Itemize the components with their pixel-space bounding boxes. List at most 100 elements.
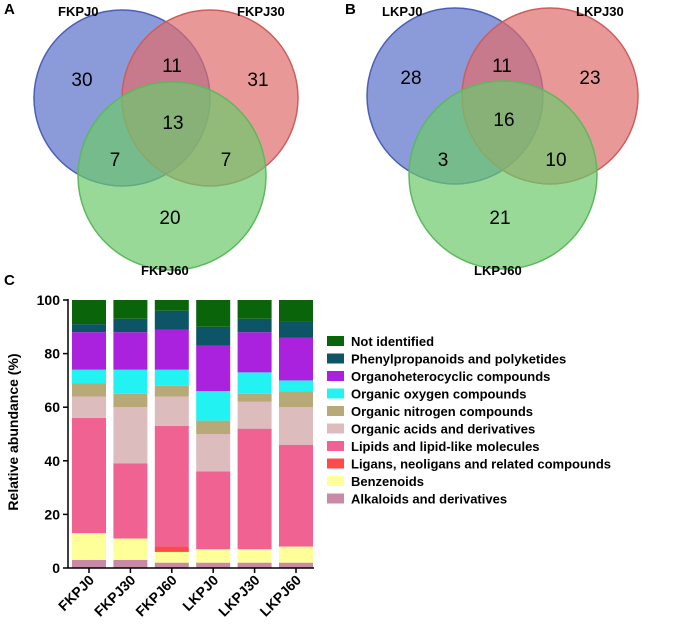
bar-segment-fkpj30-5 <box>113 393 148 408</box>
x-tick-label: LKPJ60 <box>256 572 304 620</box>
legend-swatch <box>327 423 344 434</box>
venn-a-count-1-2: 11 <box>162 56 182 77</box>
panel-c-label: C <box>4 272 15 289</box>
legend-label: Lipids and lipid-like molecules <box>351 439 540 454</box>
bar-segment-lkpj0-1 <box>196 549 231 563</box>
x-tick-label: FKPJ60 <box>132 572 180 620</box>
bar-segment-lkpj0-5 <box>196 420 231 434</box>
stacked-bar-chart: Relative abundance (%) FKPJ0FKPJ30FKPJ60… <box>5 292 611 619</box>
venn-a-set-label-2: FKPJ30 <box>237 4 285 19</box>
bar-segment-fkpj60-3 <box>154 425 189 547</box>
bar-segment-fkpj60-5 <box>154 385 189 397</box>
bar-segment-fkpj60-0 <box>154 562 189 568</box>
legend-swatch <box>327 406 344 416</box>
bar-segment-lkpj30-5 <box>237 393 272 402</box>
bar-segment-lkpj0-8 <box>196 326 231 346</box>
y-tick-label: 20 <box>44 506 60 522</box>
venn-b-count-all: 16 <box>493 110 514 131</box>
bar-segment-lkpj0-0 <box>196 562 231 568</box>
bar-segment-lkpj0-3 <box>196 471 231 550</box>
venn-a-set-label-1: FKPJ0 <box>58 4 98 19</box>
legend-label: Benzenoids <box>351 474 424 489</box>
bar-segment-fkpj30-7 <box>113 332 148 370</box>
bar-segment-lkpj0-6 <box>196 391 231 421</box>
bar-segment-fkpj30-8 <box>113 318 148 333</box>
bar-segment-lkpj30-1 <box>237 549 272 563</box>
bar-segment-fkpj0-1 <box>72 533 106 560</box>
venn-a-count-only-1: 30 <box>71 70 92 91</box>
bar-segment-lkpj60-4 <box>279 407 313 445</box>
bar-segment-fkpj30-1 <box>113 538 148 560</box>
legend-label: Phenylpropanoids and polyketides <box>351 352 566 367</box>
panel-b-label: B <box>345 1 356 18</box>
legend-swatch <box>327 441 344 451</box>
venn-a-count-only-2: 31 <box>247 70 268 91</box>
y-tick-label: 80 <box>44 346 60 362</box>
legend-label: Organic acids and derivatives <box>351 422 535 437</box>
venn-a-count-all: 13 <box>162 113 183 134</box>
bar-segment-fkpj60-8 <box>154 310 189 330</box>
bar-segment-lkpj30-6 <box>237 372 272 394</box>
y-axis-title: Relative abundance (%) <box>5 353 21 510</box>
venn-b-count-only-3: 21 <box>489 208 510 229</box>
bar-segment-lkpj60-8 <box>279 321 313 338</box>
bars-group <box>72 300 313 568</box>
venn-a-set-label-3: FKPJ60 <box>141 263 189 278</box>
bar-segment-lkpj30-4 <box>237 401 272 429</box>
venn-b-set-label-3: LKPJ60 <box>474 263 522 278</box>
bar-segment-fkpj0-0 <box>72 559 106 568</box>
legend-swatch <box>327 493 344 504</box>
legend-label: Alkaloids and derivatives <box>351 492 507 507</box>
bar-segment-fkpj30-3 <box>113 463 148 539</box>
venn-b-count-2-3: 10 <box>545 150 566 171</box>
bar-segment-fkpj0-3 <box>72 417 106 534</box>
bar-segment-fkpj30-4 <box>113 407 148 464</box>
venn-a: FKPJ0 FKPJ30 FKPJ60 30 31 20 11 7 7 13 <box>33 4 299 278</box>
bar-segment-fkpj60-9 <box>154 300 189 311</box>
legend-label: Organic nitrogen compounds <box>351 404 533 419</box>
bar-segment-lkpj30-3 <box>237 428 272 550</box>
venn-a-circle-3 <box>77 81 267 271</box>
venn-b-set-label-1: LKPJ0 <box>382 4 422 19</box>
bar-segment-lkpj60-0 <box>279 562 313 568</box>
venn-a-count-only-3: 20 <box>159 208 180 229</box>
legend-label: Ligans, neoligans and related compounds <box>351 457 611 472</box>
legend-label: Not identified <box>351 334 434 349</box>
bar-segment-lkpj60-3 <box>279 444 313 547</box>
bar-segment-fkpj30-6 <box>113 369 148 394</box>
bar-segment-lkpj60-7 <box>279 337 313 381</box>
venn-b-count-1-3: 3 <box>438 150 449 171</box>
venn-b-count-only-1: 28 <box>400 68 421 89</box>
panel-a-label: A <box>4 1 15 18</box>
venn-a-count-2-3: 7 <box>221 150 232 171</box>
bar-segment-fkpj0-7 <box>72 332 106 370</box>
bar-segment-fkpj60-4 <box>154 396 189 426</box>
bar-segment-lkpj60-1 <box>279 546 313 563</box>
bar-segment-fkpj0-8 <box>72 324 106 333</box>
legend-swatch <box>327 353 344 364</box>
venn-a-count-1-3: 7 <box>110 150 121 171</box>
bar-segment-lkpj0-7 <box>196 345 231 392</box>
bar-segment-fkpj30-0 <box>113 559 148 568</box>
bar-segment-lkpj30-7 <box>237 332 272 373</box>
venn-b-count-only-2: 23 <box>579 68 600 89</box>
venn-b-set-label-2: LKPJ30 <box>576 4 624 19</box>
bar-segment-lkpj0-9 <box>196 300 231 327</box>
bar-segment-lkpj30-8 <box>237 318 272 333</box>
legend-label: Organic oxygen compounds <box>351 387 527 402</box>
legend-swatch <box>327 336 344 346</box>
venn-b-circle-3 <box>408 80 598 270</box>
bar-segment-fkpj30-9 <box>113 300 148 319</box>
bar-segment-fkpj60-6 <box>154 369 189 386</box>
venn-b: LKPJ0 LKPJ30 LKPJ60 28 23 21 11 3 10 16 <box>366 4 639 278</box>
bar-segment-fkpj0-4 <box>72 396 106 418</box>
x-tick-label: FKPJ30 <box>91 572 139 620</box>
bar-segment-fkpj60-2 <box>154 546 189 552</box>
y-tick-label: 40 <box>44 453 60 469</box>
bar-segment-fkpj0-6 <box>72 369 106 384</box>
bar-segment-lkpj60-5 <box>279 391 313 408</box>
legend-swatch <box>327 458 344 469</box>
bar-segment-fkpj60-7 <box>154 329 189 370</box>
bar-segment-lkpj60-6 <box>279 380 313 392</box>
